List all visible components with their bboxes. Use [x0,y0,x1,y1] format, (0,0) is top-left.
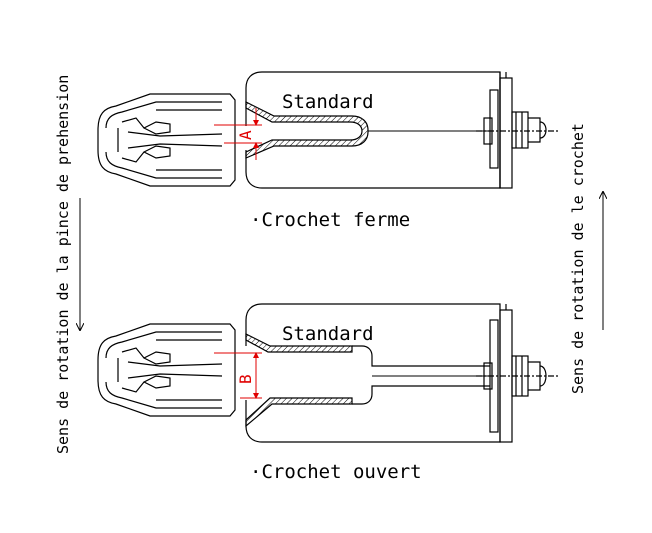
dimension-b: B [214,352,262,399]
hook-housing-top [245,71,513,189]
standard-label-bottom: Standard [282,323,374,345]
dimension-a: A [214,108,262,160]
open-hook-caption: ·Crochet ouvert [250,461,422,483]
closed-hook-assembly: A Standard ·Crochet ferme [97,71,560,231]
hook-rotation-label: Sens de rotation de le crochet [569,123,587,394]
bolt-bottom [476,319,560,433]
hook-rotation-indicator: Sens de rotation de le crochet [569,123,603,394]
dimension-b-label: B [236,374,255,384]
dimension-a-label: A [236,130,255,140]
closed-hook-caption: ·Crochet ferme [250,209,410,231]
standard-hook-top [245,101,490,159]
gripper-rotation-indicator: Sens de rotation de la pince de prehensi… [54,75,80,454]
standard-label-top: Standard [282,91,374,113]
gripper-rotation-label: Sens de rotation de la pince de prehensi… [54,75,72,454]
gripper-jaw-bottom [97,323,236,417]
gripper-jaw-top [97,93,236,187]
standard-hook-bottom [245,333,490,428]
bolt-top [476,89,560,169]
open-hook-assembly: B Standard ·Crochet ouvert [97,303,560,483]
